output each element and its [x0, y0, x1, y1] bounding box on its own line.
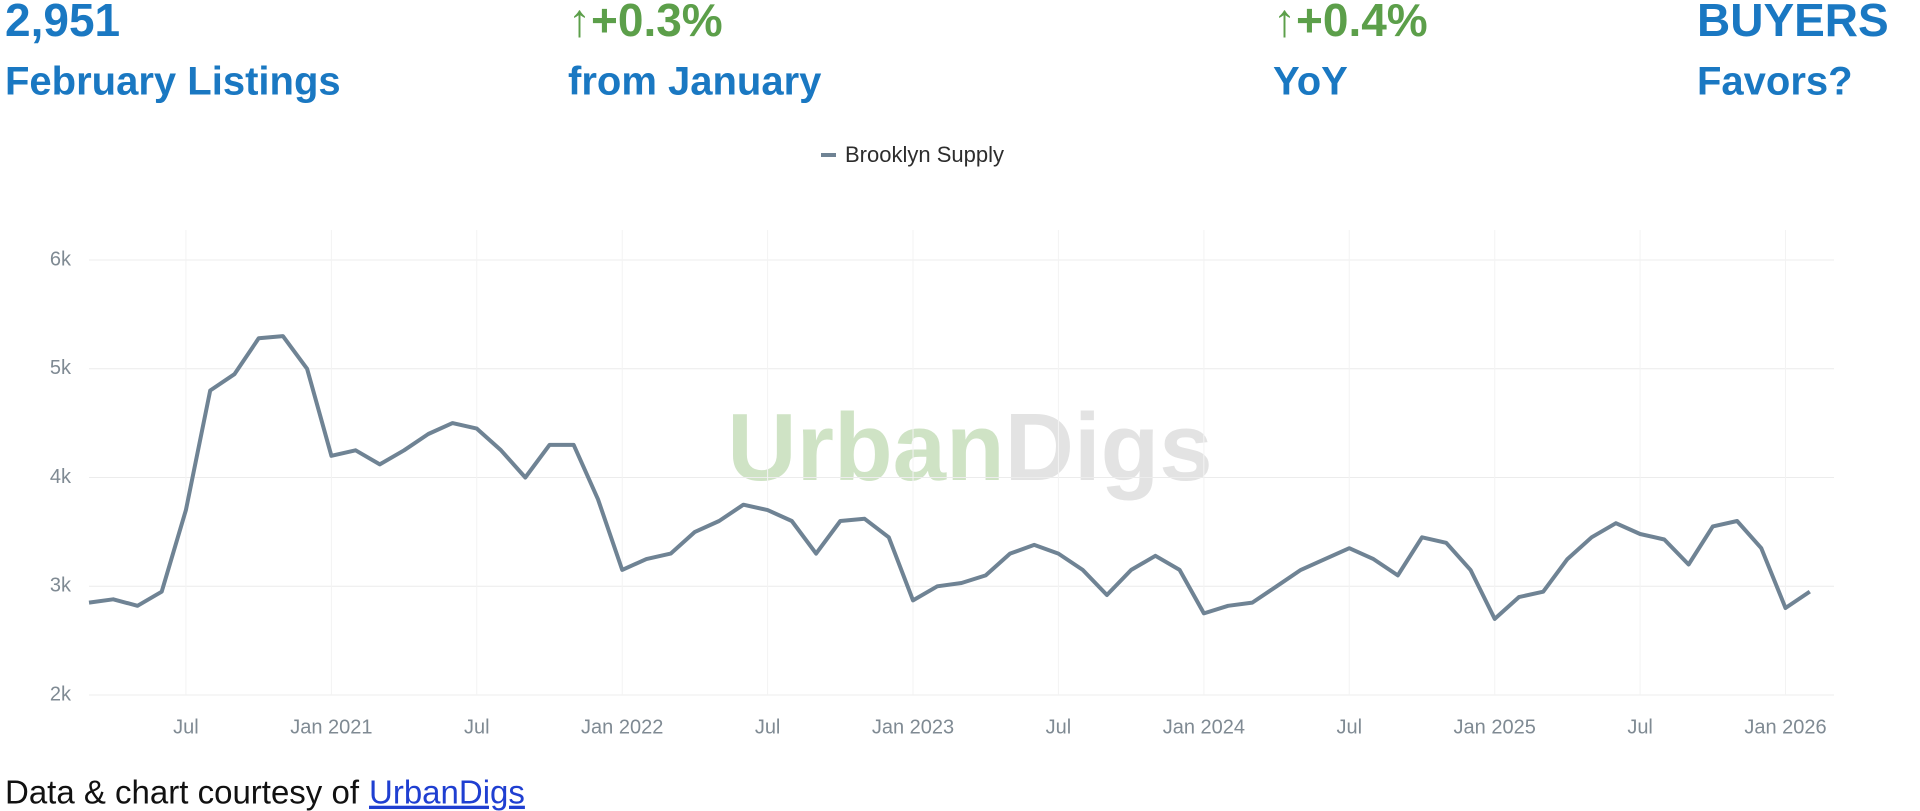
x-tick-label: Jan 2023	[872, 716, 954, 738]
x-tick-label: Jan 2022	[581, 716, 663, 738]
stat-value: 2,951	[5, 0, 120, 46]
stat-value: ↑+0.3%	[568, 0, 723, 46]
x-tick-label: Jan 2024	[1163, 716, 1245, 738]
x-tick-label: Jan 2021	[290, 716, 372, 738]
series-line	[88, 334, 1811, 621]
stat-label: February Listings	[5, 60, 341, 104]
x-tick-label: Jul	[1046, 716, 1072, 738]
stat-label: Favors?	[1697, 60, 1853, 104]
stat-value: BUYERS	[1697, 0, 1889, 46]
x-tick-label: Jul	[464, 716, 490, 738]
x-tick-label: Jan 2026	[1744, 716, 1826, 738]
watermark: UrbanDigs	[727, 394, 1212, 501]
y-tick-label: 2k	[50, 683, 72, 705]
x-tick-label: Jul	[1627, 716, 1653, 738]
x-tick-label: Jul	[1336, 716, 1362, 738]
y-tick-label: 3k	[50, 575, 72, 597]
y-tick-label: 5k	[50, 357, 72, 379]
watermark-part: Digs	[1005, 394, 1213, 501]
footer-link[interactable]: UrbanDigs	[369, 774, 525, 811]
stat-value: ↑+0.4%	[1273, 0, 1428, 46]
footer-text: Data & chart courtesy of	[5, 774, 360, 811]
x-tick-label: Jul	[755, 716, 781, 738]
watermark-part: Urban	[727, 394, 1004, 501]
y-tick-label: 4k	[50, 466, 72, 488]
stat-label: YoY	[1273, 60, 1348, 104]
x-tick-label: Jan 2025	[1454, 716, 1536, 738]
legend-label: Brooklyn Supply	[845, 142, 1004, 167]
stat-label: from January	[568, 60, 822, 104]
x-tick-label: Jul	[173, 716, 199, 738]
y-tick-label: 6k	[50, 248, 72, 270]
